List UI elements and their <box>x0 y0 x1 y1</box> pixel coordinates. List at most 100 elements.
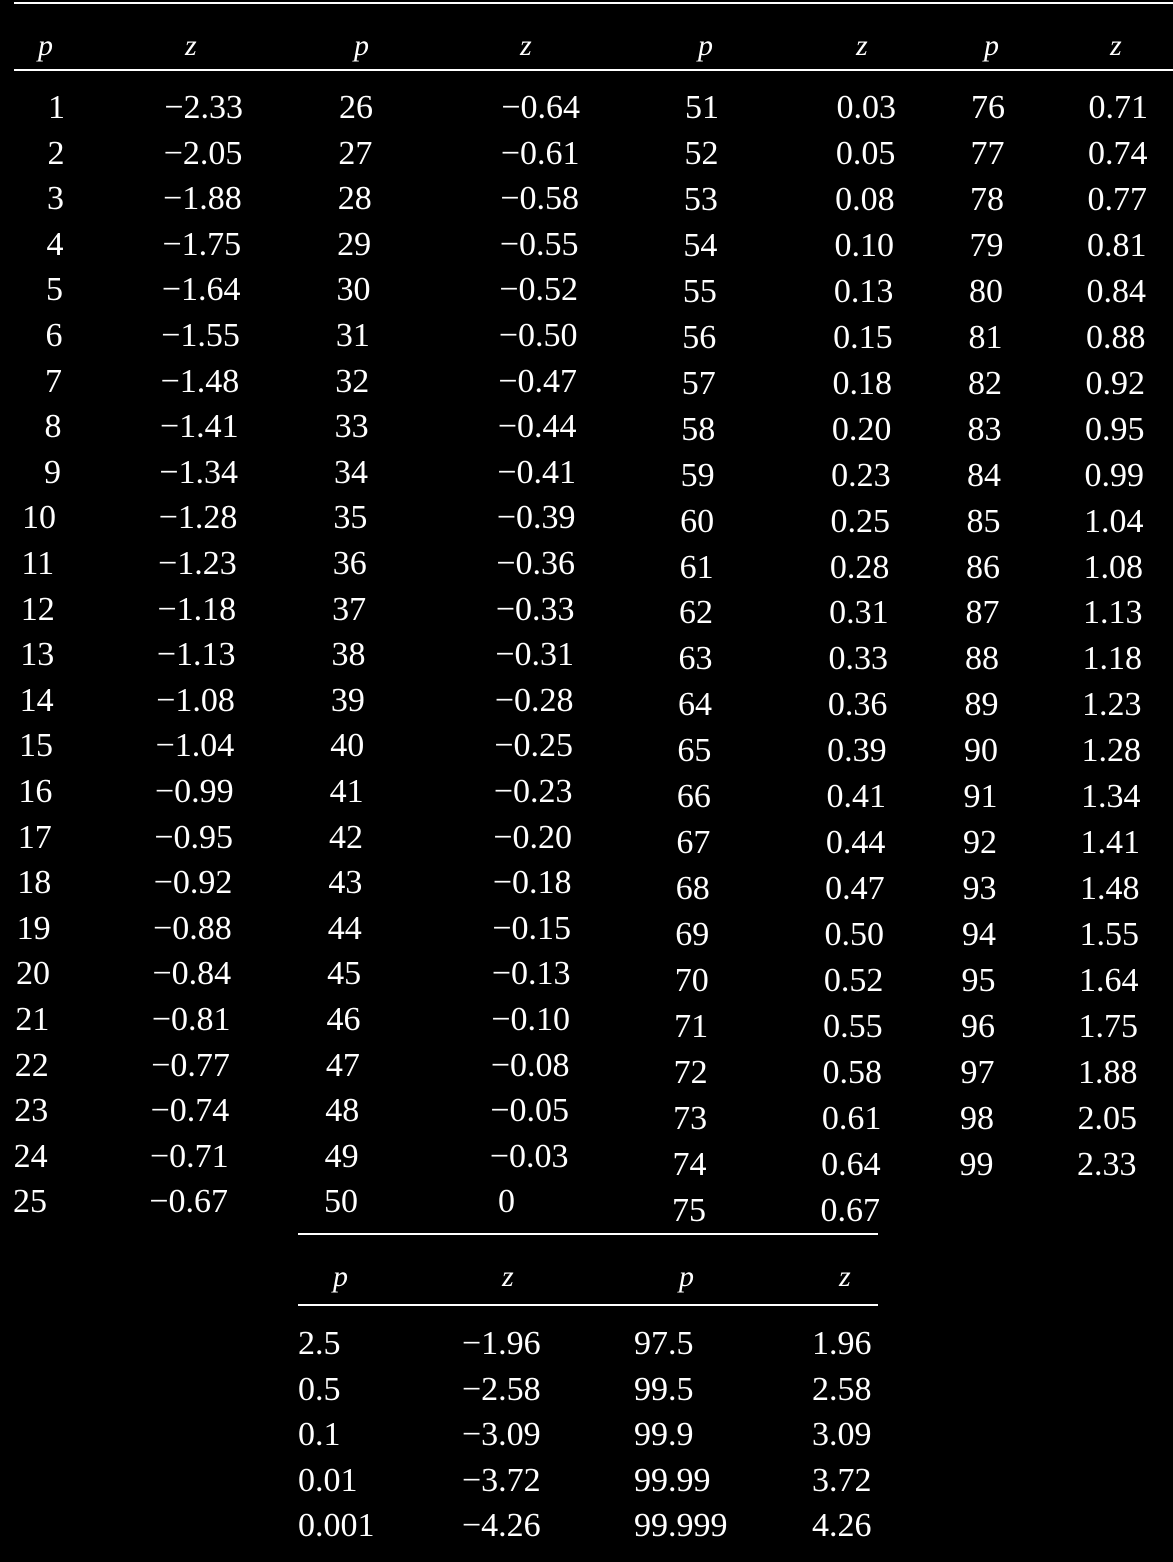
table-cell: −2.58 <box>462 1370 541 1408</box>
table-cell: −0.25 <box>494 727 573 765</box>
table-cell: 1.28 <box>1081 732 1142 770</box>
table-cell: −0.81 <box>151 1001 231 1038</box>
table-cell: 3.72 <box>812 1461 872 1499</box>
table-cell: −1.28 <box>158 499 238 537</box>
table-cell: 1.13 <box>1083 594 1143 632</box>
table-cell: 0.001 <box>298 1507 375 1544</box>
table-cell: −0.10 <box>491 1001 570 1038</box>
extreme-header-p-2: p <box>679 1260 694 1293</box>
table-cell: 1.64 <box>1079 962 1139 1000</box>
table-cell: −0.50 <box>498 317 578 354</box>
table-cell: 86 <box>966 548 1000 586</box>
table-cell: 0.23 <box>831 456 891 494</box>
table-cell: 1.48 <box>1080 870 1140 908</box>
table-cell: 9 <box>44 453 61 491</box>
table-header-rule <box>14 69 1173 71</box>
table-cell: 70 <box>674 962 709 1000</box>
table-cell: −0.92 <box>153 864 233 902</box>
header-z-2: z <box>520 29 532 62</box>
table-cell: 53 <box>683 180 718 218</box>
table-cell: 0.71 <box>1088 89 1149 126</box>
table-cell: 1.75 <box>1078 1008 1139 1045</box>
table-cell: 0.67 <box>820 1191 881 1229</box>
table-cell: −1.48 <box>160 362 240 400</box>
table-cell: 97.5 <box>634 1325 694 1362</box>
table-cell: −3.09 <box>462 1416 541 1453</box>
table-cell: −0.39 <box>496 499 576 537</box>
table-cell: 2 <box>47 134 65 172</box>
header-p-2: p <box>354 29 369 62</box>
table-cell: 84 <box>967 456 1001 494</box>
table-cell: 0.99 <box>1084 456 1145 494</box>
table-cell: 97 <box>960 1053 995 1091</box>
table-cell: 25 <box>13 1183 47 1221</box>
table-cell: 1.04 <box>1084 502 1144 540</box>
table-cell: 2.5 <box>298 1325 341 1362</box>
table-cell: 55 <box>682 272 717 310</box>
table-cell: 0.52 <box>823 962 884 1000</box>
table-cell: −0.03 <box>489 1137 569 1175</box>
table-cell: 23 <box>14 1092 49 1130</box>
table-cell: 40 <box>330 727 365 765</box>
table-cell: −2.33 <box>164 89 243 126</box>
table-cell: 1.88 <box>1078 1053 1138 1091</box>
table-cell: 87 <box>965 594 1000 632</box>
table-cell: −1.04 <box>155 727 235 765</box>
table-cell: 66 <box>676 778 711 816</box>
table-cell: 99.5 <box>634 1370 694 1408</box>
table-cell: 0.5 <box>298 1370 341 1408</box>
table-cell: 47 <box>325 1046 360 1084</box>
table-cell: 0.77 <box>1087 180 1148 218</box>
table-cell: 0.41 <box>826 778 887 816</box>
table-cell: 1.55 <box>1079 916 1140 954</box>
table-cell: 0.03 <box>836 89 897 126</box>
table-cell: 1.34 <box>1081 778 1141 816</box>
table-cell: 28 <box>337 180 372 218</box>
table-cell: 0.36 <box>827 686 888 724</box>
table-cell: 61 <box>679 548 714 586</box>
table-cell: −0.44 <box>497 408 577 446</box>
table-cell: 79 <box>969 226 1004 264</box>
table-cell: 42 <box>329 818 363 856</box>
table-cell: 91 <box>963 778 998 816</box>
table-cell: 1.18 <box>1082 640 1143 678</box>
table-cell: −1.88 <box>163 180 242 218</box>
table-cell: −1.55 <box>161 317 240 354</box>
table-cell: 46 <box>326 1001 361 1038</box>
table-cell: 0.10 <box>834 226 895 264</box>
table-cell: −0.31 <box>495 636 574 674</box>
table-top-rule <box>14 2 1173 4</box>
table-cell: 19 <box>16 909 51 947</box>
header-z-4: z <box>1110 29 1122 62</box>
table-cell: 50 <box>324 1183 358 1221</box>
table-cell: 27 <box>338 134 373 172</box>
table-cell: 26 <box>339 89 373 126</box>
table-cell: 93 <box>962 870 997 908</box>
table-cell: 7 <box>45 362 62 400</box>
table-cell: 63 <box>678 640 713 678</box>
table-cell: 22 <box>14 1046 49 1084</box>
table-cell: 99.9 <box>634 1416 694 1453</box>
table-cell: 75 <box>672 1191 706 1229</box>
table-cell: −2.05 <box>163 134 243 172</box>
table-cell: 1.23 <box>1082 686 1142 724</box>
table-cell: 1 <box>48 89 65 126</box>
extreme-z-high-column: 1.96 2.58 3.09 3.72 4.26 <box>812 1327 872 1555</box>
table-cell: 3 <box>47 180 64 218</box>
table-cell: −1.08 <box>156 681 235 719</box>
table-cell: 0.1 <box>298 1416 341 1453</box>
table-cell: 99.999 <box>634 1507 728 1544</box>
table-cell: 3.09 <box>812 1416 872 1453</box>
table-cell: 8 <box>44 408 62 446</box>
table-cell: 92 <box>963 824 997 862</box>
table-cell: −0.28 <box>494 681 574 719</box>
table-cell: −0.47 <box>498 362 577 400</box>
table-cell: 88 <box>965 640 999 678</box>
header-z-1: z <box>185 29 197 62</box>
extreme-header-p-1: p <box>333 1260 348 1293</box>
table-cell: −0.08 <box>490 1046 570 1084</box>
table-cell: 2.58 <box>812 1370 872 1408</box>
table-cell: 76 <box>971 89 1005 126</box>
table-cell: −0.74 <box>150 1092 230 1130</box>
table-cell: −0.95 <box>154 818 233 856</box>
